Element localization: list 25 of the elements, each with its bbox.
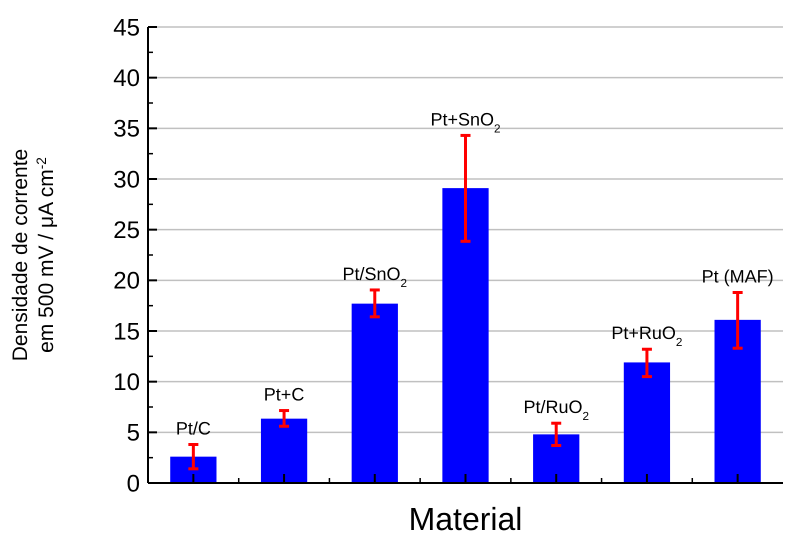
- y-tick-label: 45: [113, 14, 140, 42]
- x-tick-label: Pt+SnO$_{2}$: [430, 109, 501, 135]
- bar: [442, 188, 489, 483]
- bar: [260, 418, 308, 483]
- y-tick-label: 30: [113, 166, 140, 194]
- x-tick-label: Pt/RuO$_{2}$: [523, 397, 589, 423]
- x-tick-label: Pt/SnO$_{2}$: [342, 264, 408, 290]
- bar: [352, 304, 398, 483]
- y-tick-label: 40: [113, 65, 140, 92]
- x-axis-title: Material: [408, 501, 522, 537]
- bar: [170, 456, 216, 483]
- y-tick-label: 25: [113, 217, 140, 244]
- y-tick-label: 15: [113, 318, 140, 346]
- y-tick-label: 35: [113, 116, 140, 143]
- bar: [624, 362, 670, 483]
- y-tick-label: 10: [113, 369, 140, 396]
- x-tick-label: Pt+RuO$_{2}$: [611, 323, 682, 349]
- y-tick-label: 0: [126, 470, 140, 498]
- bar: [533, 434, 580, 483]
- bar: [714, 320, 761, 483]
- y-tick-label: 5: [126, 420, 140, 447]
- x-tick-label: Pt+C: [264, 384, 304, 405]
- x-tick-label: Pt (MAF): [702, 266, 774, 286]
- y-tick-label: 20: [113, 268, 140, 295]
- x-tick-label: Pt/C: [176, 418, 211, 438]
